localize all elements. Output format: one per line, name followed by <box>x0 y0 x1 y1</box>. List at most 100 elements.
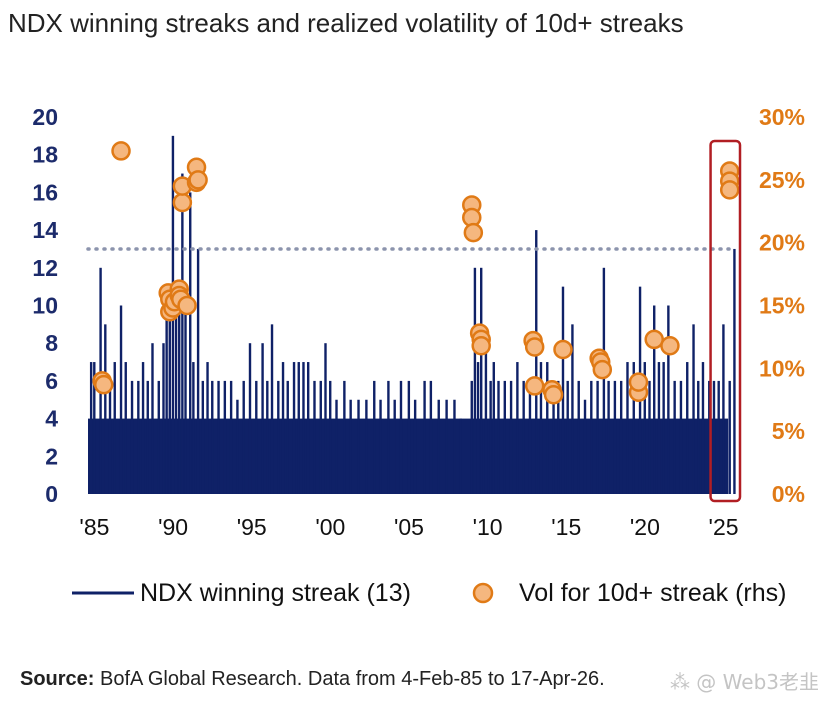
streak-bar <box>266 380 269 494</box>
streak-bar <box>492 362 495 494</box>
streak-bar <box>192 362 195 494</box>
streak-bar <box>373 380 376 494</box>
vol-point <box>660 335 680 356</box>
streak-bar <box>242 380 245 494</box>
x-tick-label: '10 <box>473 514 503 540</box>
streak-bar <box>717 380 720 494</box>
left-tick-label: 20 <box>32 104 58 130</box>
streak-bar <box>181 173 184 495</box>
streak-bar <box>151 343 154 494</box>
streak-bar <box>157 380 160 494</box>
x-tick-label: '00 <box>315 514 345 540</box>
streak-bar <box>104 324 107 494</box>
streak-bar <box>697 380 700 494</box>
x-tick-label: '85 <box>79 514 109 540</box>
streak-bar <box>329 380 332 494</box>
streak-bar <box>302 362 305 494</box>
streak-bar <box>236 399 239 494</box>
streak-bar <box>141 362 145 494</box>
streak-bar <box>324 343 327 494</box>
vol-point <box>188 170 208 190</box>
streak-bar <box>297 362 300 494</box>
streak-bar <box>113 362 116 494</box>
streak-bar <box>657 362 661 494</box>
streak-bar <box>503 380 506 494</box>
streak-bar <box>335 399 338 494</box>
x-tick-label: '25 <box>709 514 739 540</box>
right-tick-label: 0% <box>772 481 805 507</box>
vol-point <box>471 335 491 356</box>
streak-bar <box>393 399 396 494</box>
left-tick-label: 10 <box>32 293 58 319</box>
streak-bar <box>178 286 181 494</box>
streak-bar <box>692 324 695 494</box>
streak-bar <box>596 380 599 494</box>
streak-bar <box>522 380 525 494</box>
vol-point <box>644 329 664 350</box>
streak-bar <box>292 362 296 494</box>
scatter-series <box>92 141 740 405</box>
streak-bar <box>174 305 178 494</box>
streak-bar <box>583 399 587 494</box>
streak-bar <box>229 380 233 494</box>
streak-bar <box>248 343 252 494</box>
streak-bar <box>571 324 574 494</box>
streak-bar <box>561 286 565 494</box>
highlight-layer <box>709 139 742 503</box>
vol-point <box>524 376 545 396</box>
source-note: Source: BofA Global Research. Data from … <box>20 668 605 691</box>
streak-bar <box>590 380 593 494</box>
streak-bar <box>281 362 285 494</box>
vol-point <box>553 339 573 360</box>
streak-bar <box>626 362 629 494</box>
right-tick-label: 30% <box>759 104 805 130</box>
streak-bar <box>459 418 462 494</box>
streak-bar <box>667 305 670 494</box>
streak-bar <box>319 380 322 494</box>
streak-bar <box>509 380 513 494</box>
streak-bar <box>728 380 731 494</box>
streak-bar <box>108 380 112 494</box>
source-label: Source: <box>20 668 95 690</box>
vol-point <box>592 359 613 380</box>
left-tick-label: 16 <box>32 179 58 205</box>
streak-bar <box>662 362 665 494</box>
x-tick-label: '05 <box>394 514 424 540</box>
streak-bar <box>546 362 549 494</box>
x-tick-label: '15 <box>551 514 581 540</box>
left-tick-label: 0 <box>45 481 58 507</box>
streak-bar <box>722 324 725 494</box>
streak-bar <box>387 380 390 494</box>
streak-bar <box>137 380 140 494</box>
streak-bar <box>223 380 227 494</box>
vol-point <box>177 295 197 316</box>
streak-bar <box>653 305 656 494</box>
streak-bar <box>473 267 477 494</box>
left-tick-label: 4 <box>45 406 58 432</box>
watermark: ⁂ @ Web3老韭 <box>669 670 819 694</box>
streak-bar <box>365 399 368 494</box>
left-tick-label: 2 <box>45 443 58 469</box>
streak-bar <box>423 380 426 494</box>
streak-bar <box>632 362 635 494</box>
legend-marker-swatch <box>472 582 494 604</box>
streak-bar <box>146 380 149 494</box>
vol-point <box>543 384 564 405</box>
streak-bar <box>539 362 543 494</box>
streak-bar <box>217 380 220 494</box>
streak-bar <box>93 362 96 494</box>
streak-bar <box>480 267 483 494</box>
streak-bar <box>528 380 532 494</box>
streak-bar <box>437 399 440 494</box>
left-tick-label: 18 <box>32 142 58 168</box>
x-tick-label: '20 <box>630 514 660 540</box>
streak-bar <box>343 380 346 494</box>
right-tick-label: 5% <box>772 418 805 444</box>
streak-bar <box>619 380 623 494</box>
streak-bar <box>119 305 123 494</box>
streak-bar <box>165 305 168 494</box>
x-tick-label: '90 <box>158 514 188 540</box>
vol-point <box>93 374 114 395</box>
streak-bar <box>497 380 500 494</box>
vol-point <box>524 337 545 357</box>
